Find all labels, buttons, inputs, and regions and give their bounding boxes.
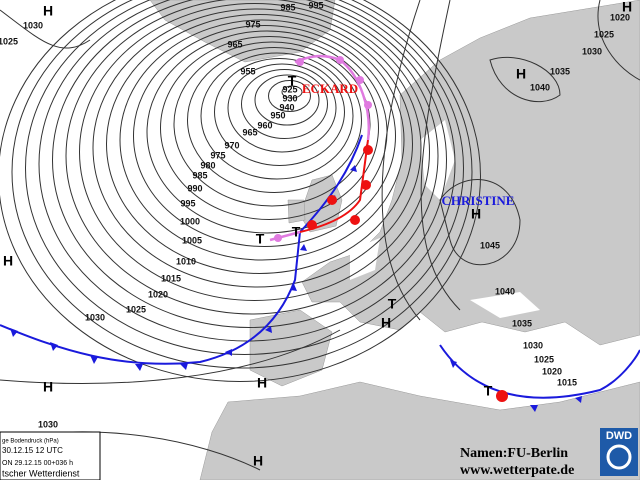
credit: www.wetterpate.de — [460, 463, 574, 478]
isobar-label: 980 — [200, 160, 215, 170]
low-marker: T — [256, 231, 265, 247]
isobar-label: 1025 — [594, 29, 614, 39]
isobar — [489, 56, 561, 103]
isobar-label: 965 — [227, 39, 242, 49]
system-name: ECKARD — [302, 81, 358, 96]
isobar-label: 1020 — [610, 12, 630, 22]
isobar-label: 1035 — [512, 318, 532, 328]
isobar-label: 1000 — [180, 216, 200, 226]
isobar-label: 1045 — [480, 240, 500, 250]
isobar-label: 1030 — [582, 46, 602, 56]
isobar — [52, 0, 447, 328]
high-marker: H — [43, 3, 53, 19]
isobar-label: 975 — [245, 19, 260, 29]
low-marker: T — [292, 224, 301, 240]
isobar-label: 965 — [242, 127, 257, 137]
isobar — [214, 58, 345, 166]
isobar-label: 1010 — [176, 256, 196, 266]
isobar — [254, 74, 320, 126]
high-marker: H — [253, 453, 263, 469]
isobar — [119, 19, 405, 261]
isobar-label: 1040 — [495, 286, 515, 296]
legend-text: ge Bodendruck (hPa) — [2, 439, 59, 445]
isobar-label: 950 — [270, 110, 285, 120]
isobar-label: 1020 — [148, 289, 168, 299]
isobar-label: 960 — [257, 120, 272, 130]
isobar — [11, 0, 473, 369]
isobar-label: 985 — [280, 2, 295, 12]
isobar-label: 955 — [240, 66, 255, 76]
logo: DWD — [606, 430, 632, 442]
isobar-label: 940 — [279, 102, 294, 112]
legend-text: ON 29.12.15 00+036 h — [2, 460, 73, 467]
isobar-label: 1030 — [523, 340, 543, 350]
isobar — [439, 179, 521, 266]
isobar — [0, 9, 91, 49]
isobar-label: 925 — [282, 84, 297, 94]
isobar-label: 970 — [224, 140, 239, 150]
isobar — [597, 0, 640, 81]
isobar — [65, 0, 439, 315]
isobar-label: 985 — [192, 170, 207, 180]
isobar-label: 1005 — [182, 235, 202, 245]
legend-box — [0, 431, 101, 480]
isobar — [281, 85, 303, 99]
isobar-label: 1040 — [530, 82, 550, 92]
isobar — [200, 52, 354, 180]
high-marker: H — [43, 379, 53, 395]
system-name: CHRISTINE — [442, 193, 515, 208]
isobar — [268, 80, 311, 112]
isobar-label: 930 — [282, 93, 297, 103]
isobar-label: 975 — [210, 150, 225, 160]
high-marker: H — [3, 253, 13, 269]
legend-text: tscher Wetterdienst — [2, 468, 80, 478]
logo-swirl — [606, 444, 632, 470]
isobar-label: 990 — [187, 183, 202, 193]
low-marker: T — [288, 73, 297, 89]
credit: Namen:FU-Berlin — [460, 446, 568, 461]
isobar — [106, 14, 413, 274]
isobar-label: 1030 — [85, 312, 105, 322]
isobar-label: 1030 — [23, 20, 43, 30]
isobar — [381, 0, 421, 321]
isobar-label: 1025 — [534, 354, 554, 364]
isobar-label: 1020 — [542, 366, 562, 376]
isobar — [133, 25, 396, 247]
high-marker: H — [516, 66, 526, 82]
low-marker: T — [484, 383, 493, 399]
isobar — [420, 0, 461, 311]
high-marker: H — [622, 0, 632, 15]
isobar-label: 1015 — [161, 273, 181, 283]
isobar — [25, 0, 464, 355]
isobar — [79, 3, 430, 301]
high-marker: H — [471, 206, 481, 222]
isobar — [160, 36, 379, 220]
isobar — [0, 0, 481, 382]
isobar — [187, 47, 362, 193]
isobar-label: 1015 — [557, 377, 577, 387]
isobar-label: 995 — [308, 0, 323, 10]
isobar-label: 1025 — [126, 304, 146, 314]
isobar — [92, 8, 422, 288]
isobar-label: 1025 — [0, 36, 18, 46]
high-marker: H — [381, 315, 391, 331]
low-marker: T — [388, 296, 397, 312]
isobar-label: 1035 — [550, 66, 570, 76]
isobar — [227, 63, 337, 153]
isobar — [241, 69, 328, 139]
isobar — [0, 329, 341, 384]
fronts — [0, 54, 640, 412]
isobar-label: 1030 — [38, 419, 58, 429]
high-marker: H — [257, 375, 267, 391]
legend-text: 30.12.15 12 UTC — [2, 446, 63, 455]
isobar-label: 995 — [180, 198, 195, 208]
